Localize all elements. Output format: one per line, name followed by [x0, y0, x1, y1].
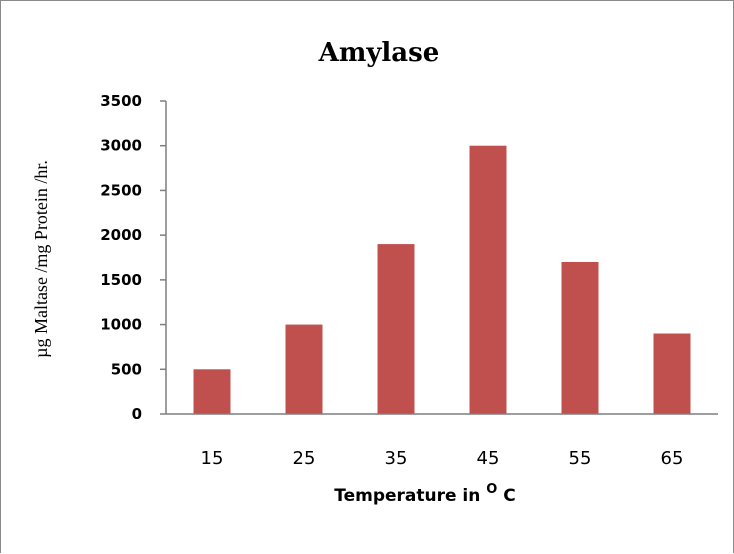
bar-55 [561, 261, 599, 414]
x-axis-ticks: 15 25 35 45 55 65 [201, 448, 684, 469]
x-tick-label-35: 35 [385, 448, 408, 469]
bar-15 [193, 369, 231, 414]
y-tick-label: 0 [132, 405, 142, 423]
y-tick-label: 1000 [100, 316, 142, 334]
x-axis-label-text: Temperature in [334, 486, 486, 506]
x-axis-label-superscript: O [486, 482, 497, 497]
x-axis-label-unit: C [497, 486, 515, 506]
x-tick-label-55: 55 [569, 448, 592, 469]
x-axis-label: Temperature in O C [334, 482, 516, 506]
bar-series [193, 145, 691, 414]
x-tick-label-15: 15 [201, 448, 224, 469]
x-tick-label-45: 45 [477, 448, 500, 469]
bar-25 [285, 324, 323, 414]
y-tick-label: 1500 [100, 271, 142, 289]
chart-title: Amylase [318, 38, 440, 68]
bar-35 [377, 244, 415, 414]
y-tick-label: 3000 [100, 137, 142, 155]
y-axis-ticks: 0 500 1000 1500 2000 2500 3000 3500 [100, 92, 166, 423]
x-tick-label-65: 65 [661, 448, 684, 469]
y-tick-label: 500 [111, 360, 142, 378]
bar-45 [469, 145, 507, 414]
y-tick-label: 3500 [100, 92, 142, 110]
y-axis-label: µg Maltase /mg Protein /hr. [31, 160, 51, 358]
y-tick-label: 2000 [100, 226, 142, 244]
x-tick-label-25: 25 [293, 448, 316, 469]
y-tick-label: 2500 [100, 181, 142, 199]
bar-65 [653, 333, 691, 414]
